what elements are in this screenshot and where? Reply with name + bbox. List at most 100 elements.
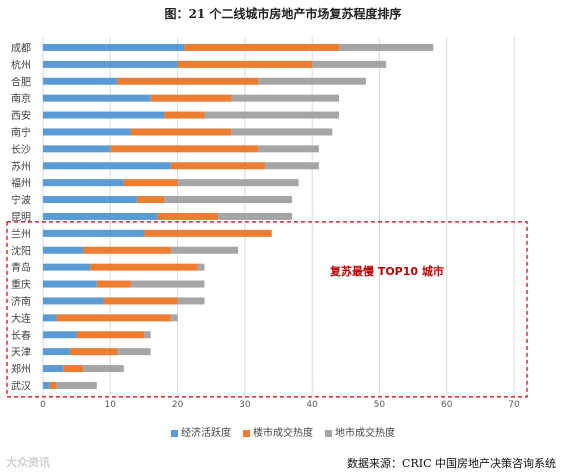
- category-label: 南京: [11, 92, 31, 105]
- bar-segment: [157, 212, 218, 220]
- bar-segment: [184, 43, 340, 51]
- bar-segment: [339, 43, 434, 51]
- category-label: 重庆: [11, 278, 31, 291]
- bar-segment: [96, 280, 131, 288]
- bar-segment: [177, 60, 313, 68]
- x-tick-label: 60: [441, 400, 453, 410]
- bar-segment: [312, 60, 387, 68]
- bar-segment: [43, 60, 178, 68]
- bar-segment: [43, 179, 124, 187]
- x-tick-label: 20: [172, 400, 184, 410]
- bar-segment: [137, 196, 165, 204]
- bar-segment: [43, 314, 57, 322]
- x-tick-label: 40: [306, 400, 318, 410]
- bar-segment: [43, 94, 151, 102]
- bar-segment: [204, 111, 340, 119]
- bar-segment: [76, 331, 144, 339]
- bar-segment: [130, 280, 205, 288]
- bar-segment: [143, 331, 151, 339]
- bar-segment: [90, 263, 198, 271]
- category-label: 济南: [11, 295, 31, 308]
- category-label: 昆明: [11, 211, 31, 223]
- category-label: 郑州: [11, 363, 31, 376]
- bar-segment: [258, 145, 319, 153]
- x-tick-label: 30: [239, 400, 251, 410]
- bar-segment: [43, 229, 144, 237]
- category-label: 长春: [11, 330, 31, 342]
- annotation-box: [6, 221, 528, 398]
- category-label: 武汉: [11, 379, 31, 392]
- bar-segment: [258, 77, 366, 85]
- bar-segment: [143, 229, 272, 237]
- category-label: 福州: [11, 177, 31, 190]
- bar-segment: [150, 94, 232, 102]
- bar-segment: [49, 381, 57, 389]
- bar-segment: [69, 348, 118, 356]
- legend-item: 楼市成交热度: [243, 424, 313, 439]
- category-label: 沈阳: [11, 244, 31, 257]
- category-label: 成都: [11, 42, 31, 54]
- category-label: 西安: [11, 109, 31, 122]
- bar-segment: [123, 179, 178, 187]
- x-tick-label: 0: [40, 400, 46, 410]
- annotation-label: 复苏最慢 TOP10 城市: [329, 264, 444, 278]
- bar-segment: [43, 212, 158, 220]
- category-label: 合肥: [11, 75, 31, 88]
- legend-swatch: [171, 429, 178, 437]
- bar-segment: [265, 162, 319, 170]
- category-label: 南宁: [11, 126, 31, 139]
- bar-segment: [117, 348, 151, 356]
- source-note: 数据来源：CRIC 中国房地产决策咨询系统: [347, 457, 556, 470]
- chart-title: 图：21 个二线城市房地产市场复苏程度排序: [164, 7, 402, 21]
- category-label: 兰州: [11, 227, 31, 240]
- x-tick-labels: 0 10 20 30 40 50 60 70: [40, 400, 520, 410]
- legend-label: 经济活跃度: [181, 428, 231, 439]
- bar-segment: [170, 314, 178, 322]
- bar-segment: [43, 297, 104, 305]
- bar-segment: [56, 314, 171, 322]
- bar-segment: [63, 365, 84, 373]
- bar-segment: [197, 263, 205, 271]
- bar-segment: [43, 365, 64, 373]
- bar-segment: [43, 128, 131, 136]
- bar-segment: [83, 365, 124, 373]
- category-label: 宁波: [11, 194, 31, 207]
- bar-segment: [164, 111, 205, 119]
- annotation: 复苏最慢 TOP10 城市: [6, 221, 528, 398]
- bar-segment: [43, 111, 165, 119]
- bar-segment: [43, 145, 111, 153]
- bar-segment: [43, 246, 84, 254]
- category-label: 苏州: [11, 160, 31, 173]
- x-tick-label: 70: [508, 400, 520, 410]
- category-label: 大连: [11, 312, 31, 325]
- bar-segment: [43, 331, 77, 339]
- bar-segment: [83, 246, 171, 254]
- category-label: 青岛: [11, 261, 31, 274]
- bar-segment: [56, 381, 97, 389]
- legend-label: 楼市成交热度: [253, 428, 313, 439]
- category-label: 长沙: [11, 144, 31, 156]
- bar-segment: [170, 246, 239, 254]
- legend-item: 地市成交热度: [325, 424, 395, 439]
- bar-segment: [177, 297, 205, 305]
- bar-segment: [217, 212, 292, 220]
- bar-segment: [231, 94, 340, 102]
- bar-segment: [110, 145, 259, 153]
- bar-segment: [43, 162, 171, 170]
- bar-segment: [43, 43, 185, 51]
- bar-segment: [43, 348, 70, 356]
- bars: [43, 43, 434, 389]
- legend: 经济活跃度 楼市成交热度 地市成交热度: [0, 424, 566, 439]
- legend-label: 地市成交热度: [335, 428, 395, 439]
- bar-segment: [130, 128, 232, 136]
- legend-item: 经济活跃度: [171, 424, 231, 439]
- category-label: 杭州: [11, 58, 31, 71]
- category-labels: 成都杭州合肥南京西安南宁长沙苏州福州宁波昆明兰州沈阳青岛重庆济南大连长春天津郑州…: [11, 42, 31, 392]
- category-label: 天津: [11, 347, 31, 359]
- legend-swatch: [325, 429, 332, 437]
- bar-segment: [170, 162, 266, 170]
- x-tick-label: 10: [105, 400, 117, 410]
- bar-segment: [43, 280, 97, 288]
- bar-segment: [164, 196, 292, 204]
- bar-segment: [117, 77, 259, 85]
